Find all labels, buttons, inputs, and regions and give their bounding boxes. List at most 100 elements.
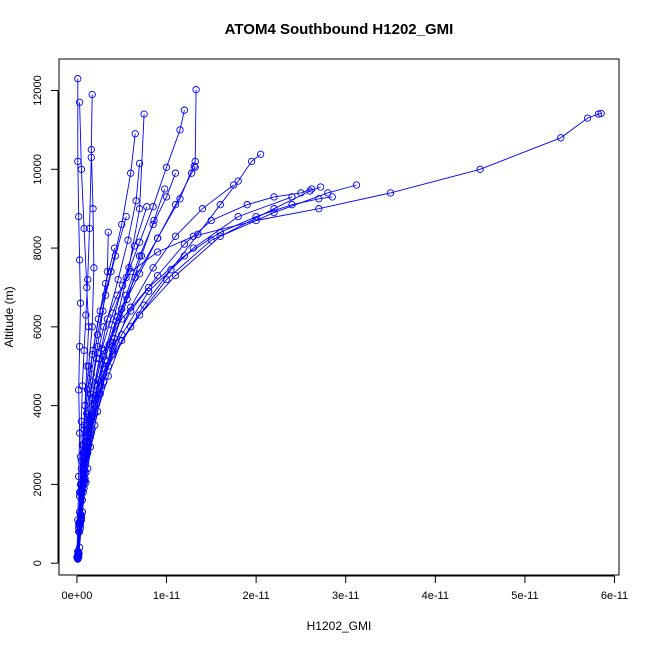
data-point (297, 189, 305, 197)
data-point (75, 386, 83, 394)
data-point (127, 323, 135, 331)
data-point (84, 323, 93, 331)
data-point (191, 157, 199, 166)
data-point (252, 216, 260, 225)
chart-title: ATOM4 Southbound H1202_GMI (225, 21, 454, 38)
data-point (80, 224, 88, 233)
data-point (84, 413, 92, 422)
y-tick-label: 12000 (32, 75, 44, 106)
data-point (118, 336, 126, 345)
series-line (78, 163, 141, 553)
series-line (77, 110, 185, 559)
data-point (270, 205, 278, 213)
data-point (270, 193, 278, 201)
data-point (216, 232, 224, 240)
data-point (110, 244, 119, 252)
y-tick-label: 2000 (32, 472, 44, 496)
data-point (75, 492, 84, 500)
series-7 (75, 150, 265, 559)
data-point (594, 110, 603, 118)
data-point (180, 240, 189, 248)
data-point (75, 549, 83, 557)
data-point (270, 208, 278, 217)
data-point (88, 394, 96, 402)
data-point (247, 157, 256, 166)
data-point (189, 244, 198, 252)
data-point (82, 311, 90, 319)
x-tick-label: 6e-11 (601, 590, 628, 602)
data-point (162, 193, 171, 201)
y-tick-label: 6000 (32, 315, 44, 339)
data-point (109, 346, 117, 355)
data-point (176, 126, 184, 134)
data-point (118, 220, 126, 229)
data-point (98, 360, 106, 368)
data-point (171, 271, 180, 280)
data-point (180, 106, 189, 114)
series-line (77, 112, 602, 556)
data-point (256, 150, 265, 158)
data-point (103, 268, 112, 276)
data-point (75, 342, 84, 351)
data-point (123, 295, 131, 303)
data-point (87, 145, 95, 154)
data-point (93, 331, 102, 339)
data-point (135, 252, 144, 260)
series-line (76, 78, 81, 558)
data-point (234, 212, 242, 221)
data-point (99, 307, 107, 315)
data-point (88, 90, 96, 99)
x-tick-label: 2e-11 (242, 590, 269, 602)
data-point (75, 98, 84, 106)
data-point (171, 232, 180, 240)
data-point (167, 266, 175, 274)
data-point (192, 86, 200, 94)
data-point (135, 159, 144, 168)
y-axis: 0 2000 4000 6000 8000 10000 12000 (32, 75, 59, 566)
data-point (386, 189, 395, 197)
x-tick-label: 3e-11 (332, 590, 359, 602)
data-point (315, 195, 323, 203)
series-line (77, 184, 234, 557)
data-point (135, 205, 144, 213)
data-point (153, 271, 162, 280)
data-point (230, 181, 238, 189)
series-4 (75, 183, 325, 552)
data-point (144, 283, 153, 292)
series-24 (74, 228, 112, 561)
data-point (243, 201, 251, 209)
data-point (316, 183, 325, 191)
data-point (104, 228, 112, 236)
data-point (132, 197, 140, 205)
data-point (216, 201, 224, 209)
data-point (137, 252, 146, 260)
series-layer (73, 75, 605, 563)
data-point (198, 205, 207, 213)
data-point (308, 185, 316, 193)
data-point (149, 264, 157, 272)
data-point (124, 236, 132, 244)
y-tick-label: 0 (32, 560, 44, 566)
data-point (143, 203, 151, 211)
data-point (87, 370, 95, 378)
data-point (557, 134, 565, 142)
data-point (324, 189, 332, 197)
data-point (74, 75, 82, 83)
data-point (122, 212, 130, 221)
y-axis-label: Altitude (m) (2, 286, 16, 347)
y-tick-label: 10000 (32, 154, 44, 185)
series-line (79, 186, 321, 548)
data-point (171, 201, 180, 209)
data-point (83, 283, 91, 292)
data-point (150, 216, 158, 225)
data-point (127, 303, 135, 311)
data-point (194, 230, 202, 238)
series-23 (75, 159, 144, 557)
data-point (103, 315, 112, 323)
series-6 (74, 185, 316, 560)
data-point (234, 177, 242, 185)
data-point (288, 193, 296, 201)
data-point (207, 236, 215, 244)
data-point (161, 185, 169, 193)
